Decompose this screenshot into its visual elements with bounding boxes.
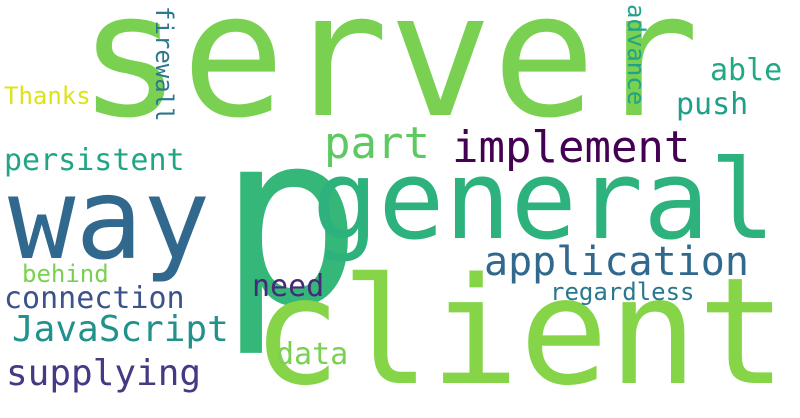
word-client: client xyxy=(252,246,787,418)
word-application: application xyxy=(484,239,749,285)
word-able: able xyxy=(710,53,783,88)
word-persistent: persistent xyxy=(4,143,185,178)
word-behind: behind xyxy=(22,260,109,288)
word-p: p xyxy=(218,80,363,360)
word-general: general xyxy=(312,136,776,264)
word-implement: implement xyxy=(452,122,691,173)
word-javascript: JavaScript xyxy=(12,309,229,350)
word-push: push xyxy=(676,87,749,122)
word-server: server xyxy=(78,0,700,156)
word-advance: advance xyxy=(622,4,650,106)
word-firewall: firewall xyxy=(150,6,178,122)
word-thanks: Thanks xyxy=(4,82,91,110)
word-part: part xyxy=(324,118,430,169)
word-supplying: supplying xyxy=(6,353,202,394)
word-need: need xyxy=(252,269,325,304)
word-regardless: regardless xyxy=(550,278,695,306)
word-way: way xyxy=(8,155,211,285)
word-connection: connection xyxy=(4,281,185,316)
word-data: data xyxy=(276,337,349,372)
